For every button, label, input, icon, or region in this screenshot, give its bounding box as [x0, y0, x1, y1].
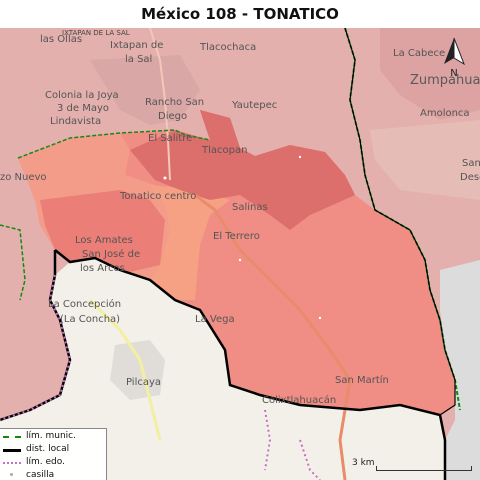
- place-rancho-san-diego-1: Rancho San: [145, 97, 204, 108]
- scale-line: [376, 466, 472, 471]
- urban-zone-east: [370, 120, 480, 200]
- place-colixtlahuacan: Colixtlahuacán: [262, 394, 336, 406]
- legend-item-state: lím. edo.: [0, 456, 106, 468]
- place-tlacochaca: Tlacochaca: [199, 42, 256, 53]
- scale-bar: 3 km: [352, 458, 472, 478]
- pilcaya-road: [88, 298, 162, 441]
- place-la-concepcion-2: (La Concha): [60, 314, 120, 325]
- place-san-martin: San Martín: [335, 374, 389, 386]
- center-orange-section: [150, 185, 230, 300]
- place-san-jose-1: San José de: [82, 248, 140, 260]
- place-amolonca: Amolonca: [420, 108, 470, 119]
- place-ixtapan-1: Ixtapan de: [110, 40, 163, 51]
- municipal-limit-north: [17, 129, 211, 159]
- legend-item-district: dist. local: [0, 443, 106, 455]
- place-tlacopan: Tlacopan: [201, 145, 247, 156]
- guerrero-land: [0, 258, 445, 480]
- district-line-swatch: [3, 449, 21, 452]
- municipal-limit-west: [0, 224, 26, 301]
- place-pilcaya: Pilcaya: [126, 377, 161, 388]
- place-rancho-san-diego-2: Diego: [158, 111, 187, 122]
- place-la-vega: La Vega: [195, 314, 235, 325]
- pilcaya-urban: [110, 340, 165, 400]
- urban-zone-ixtapan: [90, 55, 200, 125]
- north-road: [149, 28, 171, 181]
- north-arrow-icon: N: [444, 37, 465, 78]
- place-el-terrero: El Terrero: [213, 231, 260, 242]
- place-las-ollas: las Ollas: [40, 34, 82, 45]
- polling-station[interactable]: [163, 176, 167, 180]
- district-border: [54, 249, 447, 480]
- legend-label: lím. munic.: [26, 431, 76, 441]
- grey-area: [440, 260, 480, 480]
- district-border-east: [344, 28, 456, 416]
- place-zumpahuacan: Zumpahua: [410, 73, 480, 88]
- highway-road: [194, 193, 352, 480]
- legend-label: casilla: [26, 470, 55, 480]
- place-colonia-la-joya: Colonia la Joya: [45, 90, 119, 101]
- place-san-jose-2: los Arcos: [80, 263, 125, 274]
- place-tres-de-mayo: 3 de Mayo: [57, 103, 109, 114]
- state-limit-south: [264, 409, 321, 480]
- legend-label: dist. local: [26, 444, 70, 454]
- place-san: San: [462, 158, 480, 169]
- tlacopan-spur: [200, 110, 240, 148]
- casilla-dot-swatch: [10, 473, 13, 476]
- state-limit-west: [0, 274, 72, 421]
- state-line-swatch: [3, 462, 21, 464]
- place-ixtapan-2: la Sal: [125, 54, 152, 65]
- place-el-salitre: El Salitre: [148, 133, 192, 144]
- scale-label: 3 km: [352, 458, 375, 468]
- district-border-west: [0, 250, 72, 422]
- place-salinas: Salinas: [232, 202, 268, 213]
- place-ixtapan-small: IXTAPAN DE LA SAL: [62, 29, 130, 37]
- polling-station[interactable]: [318, 316, 322, 320]
- place-zo-nuevo: zo Nuevo: [0, 172, 47, 183]
- northern-section: [130, 110, 355, 230]
- place-yautepec: Yautepec: [231, 100, 277, 111]
- map-title: México 108 - TONATICO: [0, 0, 480, 28]
- place-lindavista: Lindavista: [50, 116, 101, 127]
- los-amates-section: [40, 190, 165, 272]
- polling-station[interactable]: [298, 155, 302, 159]
- map-legend: lím. munic. dist. local lím. edo. casill…: [0, 428, 107, 480]
- legend-item-municipal: lím. munic.: [0, 430, 106, 442]
- place-los-amates: Los Amates: [75, 235, 133, 246]
- place-la-cabecera: La Cabece: [393, 48, 445, 59]
- place-tonatico-centro: Tonatico centro: [119, 191, 196, 202]
- place-desc: Desc: [460, 172, 480, 183]
- map-canvas[interactable]: las Ollas IXTAPAN DE LA SAL Ixtapan de l…: [0, 28, 480, 480]
- legend-item-casilla: casilla: [0, 469, 106, 480]
- legend-label: lím. edo.: [26, 457, 65, 467]
- municipal-line-swatch: [3, 436, 21, 438]
- polling-station[interactable]: [238, 258, 242, 262]
- place-la-concepcion-1: La Concepción: [48, 298, 121, 310]
- north-label: N: [450, 68, 457, 78]
